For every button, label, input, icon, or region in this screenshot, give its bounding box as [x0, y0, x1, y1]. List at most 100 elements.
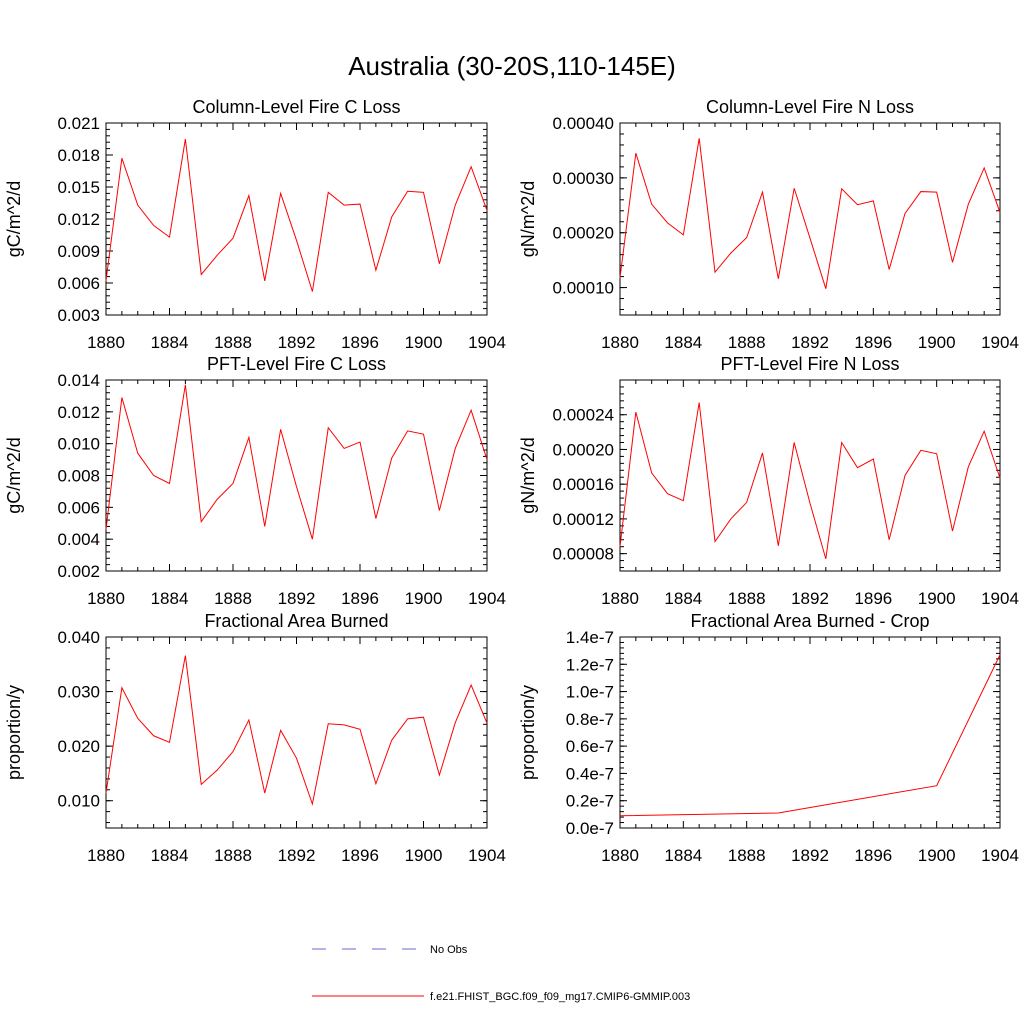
x-tick-label: 1888 — [214, 333, 252, 352]
plot-frame — [105, 379, 488, 572]
legend-label-no-obs: No Obs — [430, 944, 468, 956]
y-tick-label: 0.00030 — [553, 169, 614, 188]
series-line-1 — [619, 654, 1001, 817]
x-tick-label: 1884 — [151, 846, 189, 865]
x-tick-label: 1904 — [468, 846, 506, 865]
x-tick-label: 1888 — [728, 333, 766, 352]
y-tick-label: 0.00008 — [553, 545, 614, 564]
y-tick-label: 1.2e-7 — [566, 655, 614, 674]
y-tick-label: 0.00024 — [553, 406, 614, 425]
chart-panel-6: Fractional Area Burned - Crop proportion/… — [518, 611, 1019, 865]
x-tick-label: 1904 — [468, 333, 506, 352]
x-tick-label: 1892 — [278, 333, 316, 352]
panel-title: PFT-Level Fire N Loss — [720, 354, 899, 374]
x-tick-label: 1896 — [341, 589, 379, 608]
x-tick-label: 1892 — [278, 846, 316, 865]
y-tick-label: 0.030 — [57, 683, 100, 702]
y-tick-label: 0.0e-7 — [566, 819, 614, 838]
x-tick-label: 1900 — [918, 333, 956, 352]
y-tick-label: 0.018 — [57, 146, 100, 165]
x-tick-label: 1900 — [405, 333, 443, 352]
series-line-1 — [619, 138, 1001, 289]
x-tick-label: 1904 — [468, 589, 506, 608]
x-tick-label: 1896 — [854, 846, 892, 865]
y-tick-label: 0.009 — [57, 242, 100, 261]
y-tick-label: 0.006 — [57, 274, 100, 293]
x-tick-label: 1880 — [601, 846, 639, 865]
x-tick-label: 1888 — [214, 589, 252, 608]
y-tick-label: 0.006 — [57, 498, 100, 517]
x-tick-label: 1900 — [405, 846, 443, 865]
figure-title: Australia (30-20S,110-145E) — [348, 51, 676, 81]
y-tick-label: 1.4e-7 — [566, 628, 614, 647]
x-tick-label: 1892 — [791, 846, 829, 865]
x-tick-label: 1888 — [728, 589, 766, 608]
series-line-1 — [105, 138, 488, 292]
chart-panel-5: Fractional Area Burned proportion/y 1880 18… — [4, 611, 506, 865]
y-tick-label: 0.015 — [57, 178, 100, 197]
panels: Column-Level Fire C Loss gC/m^2/d 1880 1884… — [4, 97, 1019, 865]
y-tick-label: 0.010 — [57, 435, 100, 454]
chart-panel-2: Column-Level Fire N Loss gN/m^2/d 1880 1884… — [518, 97, 1019, 352]
x-tick-label: 1900 — [918, 846, 956, 865]
panel-title: Fractional Area Burned - Crop — [690, 611, 929, 631]
x-tick-label: 1884 — [664, 589, 702, 608]
x-tick-label: 1888 — [728, 846, 766, 865]
y-tick-label: 0.4e-7 — [566, 764, 614, 783]
plot-frame — [105, 636, 488, 829]
chart-panel-3: PFT-Level Fire C Loss gC/m^2/d 1880 1884 188… — [4, 354, 506, 608]
legend-label-model: f.e21.FHIST_BGC.f09_f09_mg17.CMIP6-GMMIP… — [430, 991, 690, 1003]
y-tick-label: 0.008 — [57, 467, 100, 486]
y-tick-label: 0.00016 — [553, 475, 614, 494]
y-tick-label: 0.00010 — [553, 279, 614, 298]
plot-frame — [619, 379, 1001, 572]
y-tick-label: 0.012 — [57, 403, 100, 422]
y-tick-label: 0.020 — [57, 737, 100, 756]
y-tick-label: 0.003 — [57, 306, 100, 325]
y-tick-label: 0.002 — [57, 562, 100, 581]
panel-title: Fractional Area Burned — [204, 611, 388, 631]
y-tick-label: 0.010 — [57, 792, 100, 811]
series-line-1 — [619, 402, 1001, 559]
plot-frame — [619, 636, 1001, 829]
y-axis-label: gC/m^2/d — [4, 437, 24, 513]
y-tick-label: 0.00020 — [553, 440, 614, 459]
panel-title: PFT-Level Fire C Loss — [207, 354, 386, 374]
y-tick-label: 0.00040 — [553, 114, 614, 133]
x-tick-label: 1892 — [278, 589, 316, 608]
x-tick-label: 1904 — [981, 589, 1019, 608]
y-axis-label: proportion/y — [4, 685, 24, 780]
chart-panel-1: Column-Level Fire C Loss gC/m^2/d 1880 1884… — [4, 97, 506, 352]
x-tick-label: 1884 — [664, 846, 702, 865]
series-line-1 — [105, 384, 488, 540]
legend: No Obs f.e21.FHIST_BGC.f09_f09_mg17.CMIP… — [312, 944, 690, 1003]
y-tick-label: 0.00012 — [553, 510, 614, 529]
x-tick-label: 1880 — [87, 589, 125, 608]
x-tick-label: 1896 — [341, 333, 379, 352]
y-tick-label: 0.00020 — [553, 224, 614, 243]
x-tick-label: 1896 — [854, 589, 892, 608]
chart-panel-4: PFT-Level Fire N Loss gN/m^2/d 1880 1884 188… — [518, 354, 1019, 608]
x-tick-label: 1884 — [664, 333, 702, 352]
y-tick-label: 0.6e-7 — [566, 737, 614, 756]
y-tick-label: 0.2e-7 — [566, 792, 614, 811]
y-axis-label: gN/m^2/d — [518, 181, 538, 257]
x-tick-label: 1896 — [341, 846, 379, 865]
x-tick-label: 1904 — [981, 846, 1019, 865]
x-tick-label: 1880 — [87, 846, 125, 865]
y-axis-label: proportion/y — [518, 685, 538, 780]
y-tick-label: 0.014 — [57, 371, 100, 390]
x-tick-label: 1904 — [981, 333, 1019, 352]
y-tick-label: 1.0e-7 — [566, 683, 614, 702]
x-tick-label: 1884 — [151, 589, 189, 608]
x-tick-label: 1892 — [791, 333, 829, 352]
series-line-1 — [105, 655, 488, 806]
x-tick-label: 1880 — [601, 333, 639, 352]
y-axis-label: gC/m^2/d — [4, 181, 24, 257]
y-tick-label: 0.021 — [57, 114, 100, 133]
x-tick-label: 1880 — [87, 333, 125, 352]
x-tick-label: 1880 — [601, 589, 639, 608]
y-tick-label: 0.004 — [57, 530, 100, 549]
x-tick-label: 1900 — [405, 589, 443, 608]
